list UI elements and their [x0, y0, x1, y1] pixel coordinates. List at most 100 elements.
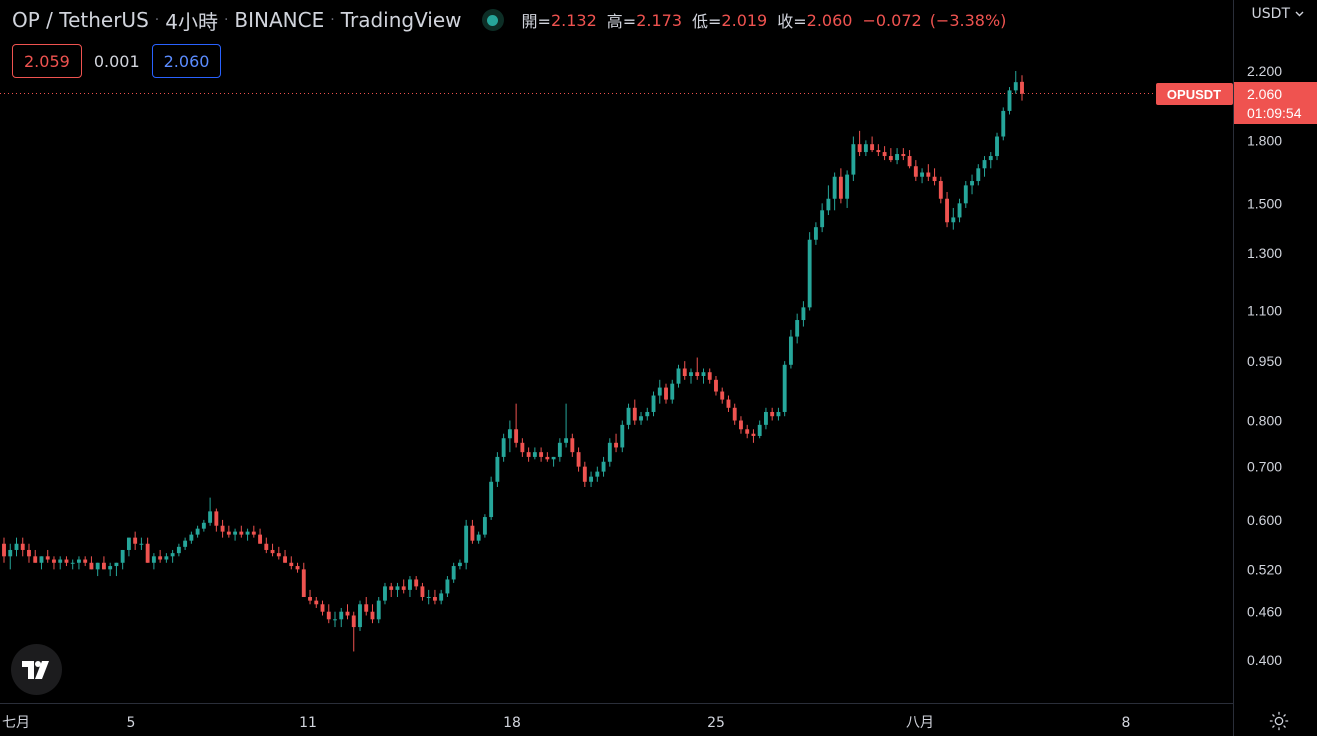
change-percent: (−3.38%) [929, 10, 1007, 30]
candle-body [851, 144, 856, 175]
candle-body [345, 611, 350, 616]
candle-body [39, 556, 44, 563]
candle-body [514, 429, 519, 443]
candle-body [739, 420, 743, 430]
candle-body [14, 543, 19, 550]
symbol-description[interactable]: OP / TetherUS [12, 8, 149, 32]
candle-body [251, 531, 256, 535]
candle-body [682, 368, 687, 377]
candle-body [426, 597, 431, 599]
sell-button[interactable]: 2.059 [12, 44, 82, 78]
candle-body [64, 559, 69, 563]
candle-body [801, 307, 806, 321]
candle-body [233, 531, 238, 535]
candle-body [445, 579, 450, 594]
gear-icon[interactable] [1268, 710, 1290, 732]
time-tick-label: 8 [1122, 715, 1131, 731]
candle-body [333, 619, 337, 621]
candle-body [101, 562, 106, 570]
candle-body [301, 569, 306, 598]
candle-body [982, 160, 987, 169]
time-tick-label: 11 [299, 715, 317, 731]
candle-body [901, 154, 906, 157]
time-tick-label: 七月 [2, 715, 30, 731]
candle-body [158, 556, 163, 560]
time-tick-label: 八月 [906, 715, 934, 731]
candle-body [720, 391, 725, 400]
price-axis[interactable]: 0.400 0.460 0.520 0.600 0.700 0.800 0.950 1.100… [1247, 63, 1282, 668]
change-value: −0.072 [862, 10, 922, 30]
candle-body [1007, 90, 1012, 111]
candle-body [657, 387, 662, 396]
candle-body [470, 525, 475, 541]
candle-body [126, 537, 131, 550]
candle-body [108, 566, 113, 570]
candle-body [764, 411, 768, 425]
market-status-icon[interactable] [481, 9, 504, 31]
candle-body [408, 579, 412, 590]
candle-body [963, 185, 968, 204]
candle-body [208, 511, 213, 523]
chevron-down-icon [1295, 11, 1304, 17]
candle-body [601, 461, 606, 472]
candle-body [276, 553, 281, 557]
close-value: 2.060 [806, 10, 853, 30]
candle-body [620, 424, 625, 448]
candle-body [988, 156, 993, 161]
candle-body [551, 456, 556, 460]
candle-body [564, 438, 569, 443]
candle-body [52, 559, 56, 563]
candle-body [451, 566, 456, 580]
candle-body [757, 424, 762, 436]
candle-body [351, 615, 356, 628]
candle-body [20, 543, 25, 550]
candle-body [264, 543, 269, 550]
candle-body [33, 556, 38, 563]
buy-button[interactable]: 2.060 [151, 44, 222, 78]
candle-body [2, 543, 6, 557]
spread-value: 0.001 [93, 51, 140, 71]
candle-body [557, 442, 562, 457]
candle-body [1013, 82, 1018, 91]
candle-body [133, 537, 138, 544]
interval-label[interactable]: 4小時 [165, 9, 218, 34]
time-tick-label: 5 [127, 715, 136, 731]
candle-body [464, 525, 469, 563]
trade-panel: 2.059 0.001 2.060 [12, 44, 222, 78]
candle-body [545, 456, 550, 460]
candle-body [632, 407, 637, 421]
ohlc-legend: 開= 2.132 高= 2.173 低= 2.019 收= 2.060 −0.0… [522, 8, 1007, 32]
candle-body [89, 562, 94, 570]
candle-body [476, 534, 481, 541]
tradingview-logo[interactable] [11, 644, 62, 695]
candle-body [645, 411, 650, 417]
currency-label: USDT [1251, 6, 1290, 22]
candle-body [8, 549, 13, 557]
candle-body [1020, 81, 1024, 94]
time-axis[interactable]: 七月 5 11 18 25 八月 8 [2, 715, 1130, 731]
exchange-label: BINANCE [234, 8, 325, 32]
candle-body [183, 540, 188, 547]
price-tick-label: 0.800 [1247, 413, 1282, 429]
candle-body [745, 429, 750, 434]
candle-body [245, 531, 250, 535]
candle-body [308, 597, 312, 601]
price-tick-label: 1.300 [1247, 245, 1282, 261]
candle-body [326, 611, 331, 620]
candle-body [70, 562, 75, 564]
price-tick-label: 1.500 [1247, 195, 1282, 211]
candle-body [676, 368, 681, 384]
candle-body [164, 556, 169, 560]
candle-body [520, 442, 525, 453]
candle-body [770, 411, 775, 417]
candle-body [145, 543, 150, 563]
currency-selector[interactable]: USDT [1252, 6, 1304, 22]
candle-body [151, 556, 156, 563]
candle-body [1001, 110, 1006, 137]
low-value: 2.019 [721, 10, 768, 30]
candles-group [2, 71, 1024, 652]
candle-body [27, 549, 31, 557]
candle-body [576, 452, 581, 467]
candle-body [170, 553, 175, 557]
